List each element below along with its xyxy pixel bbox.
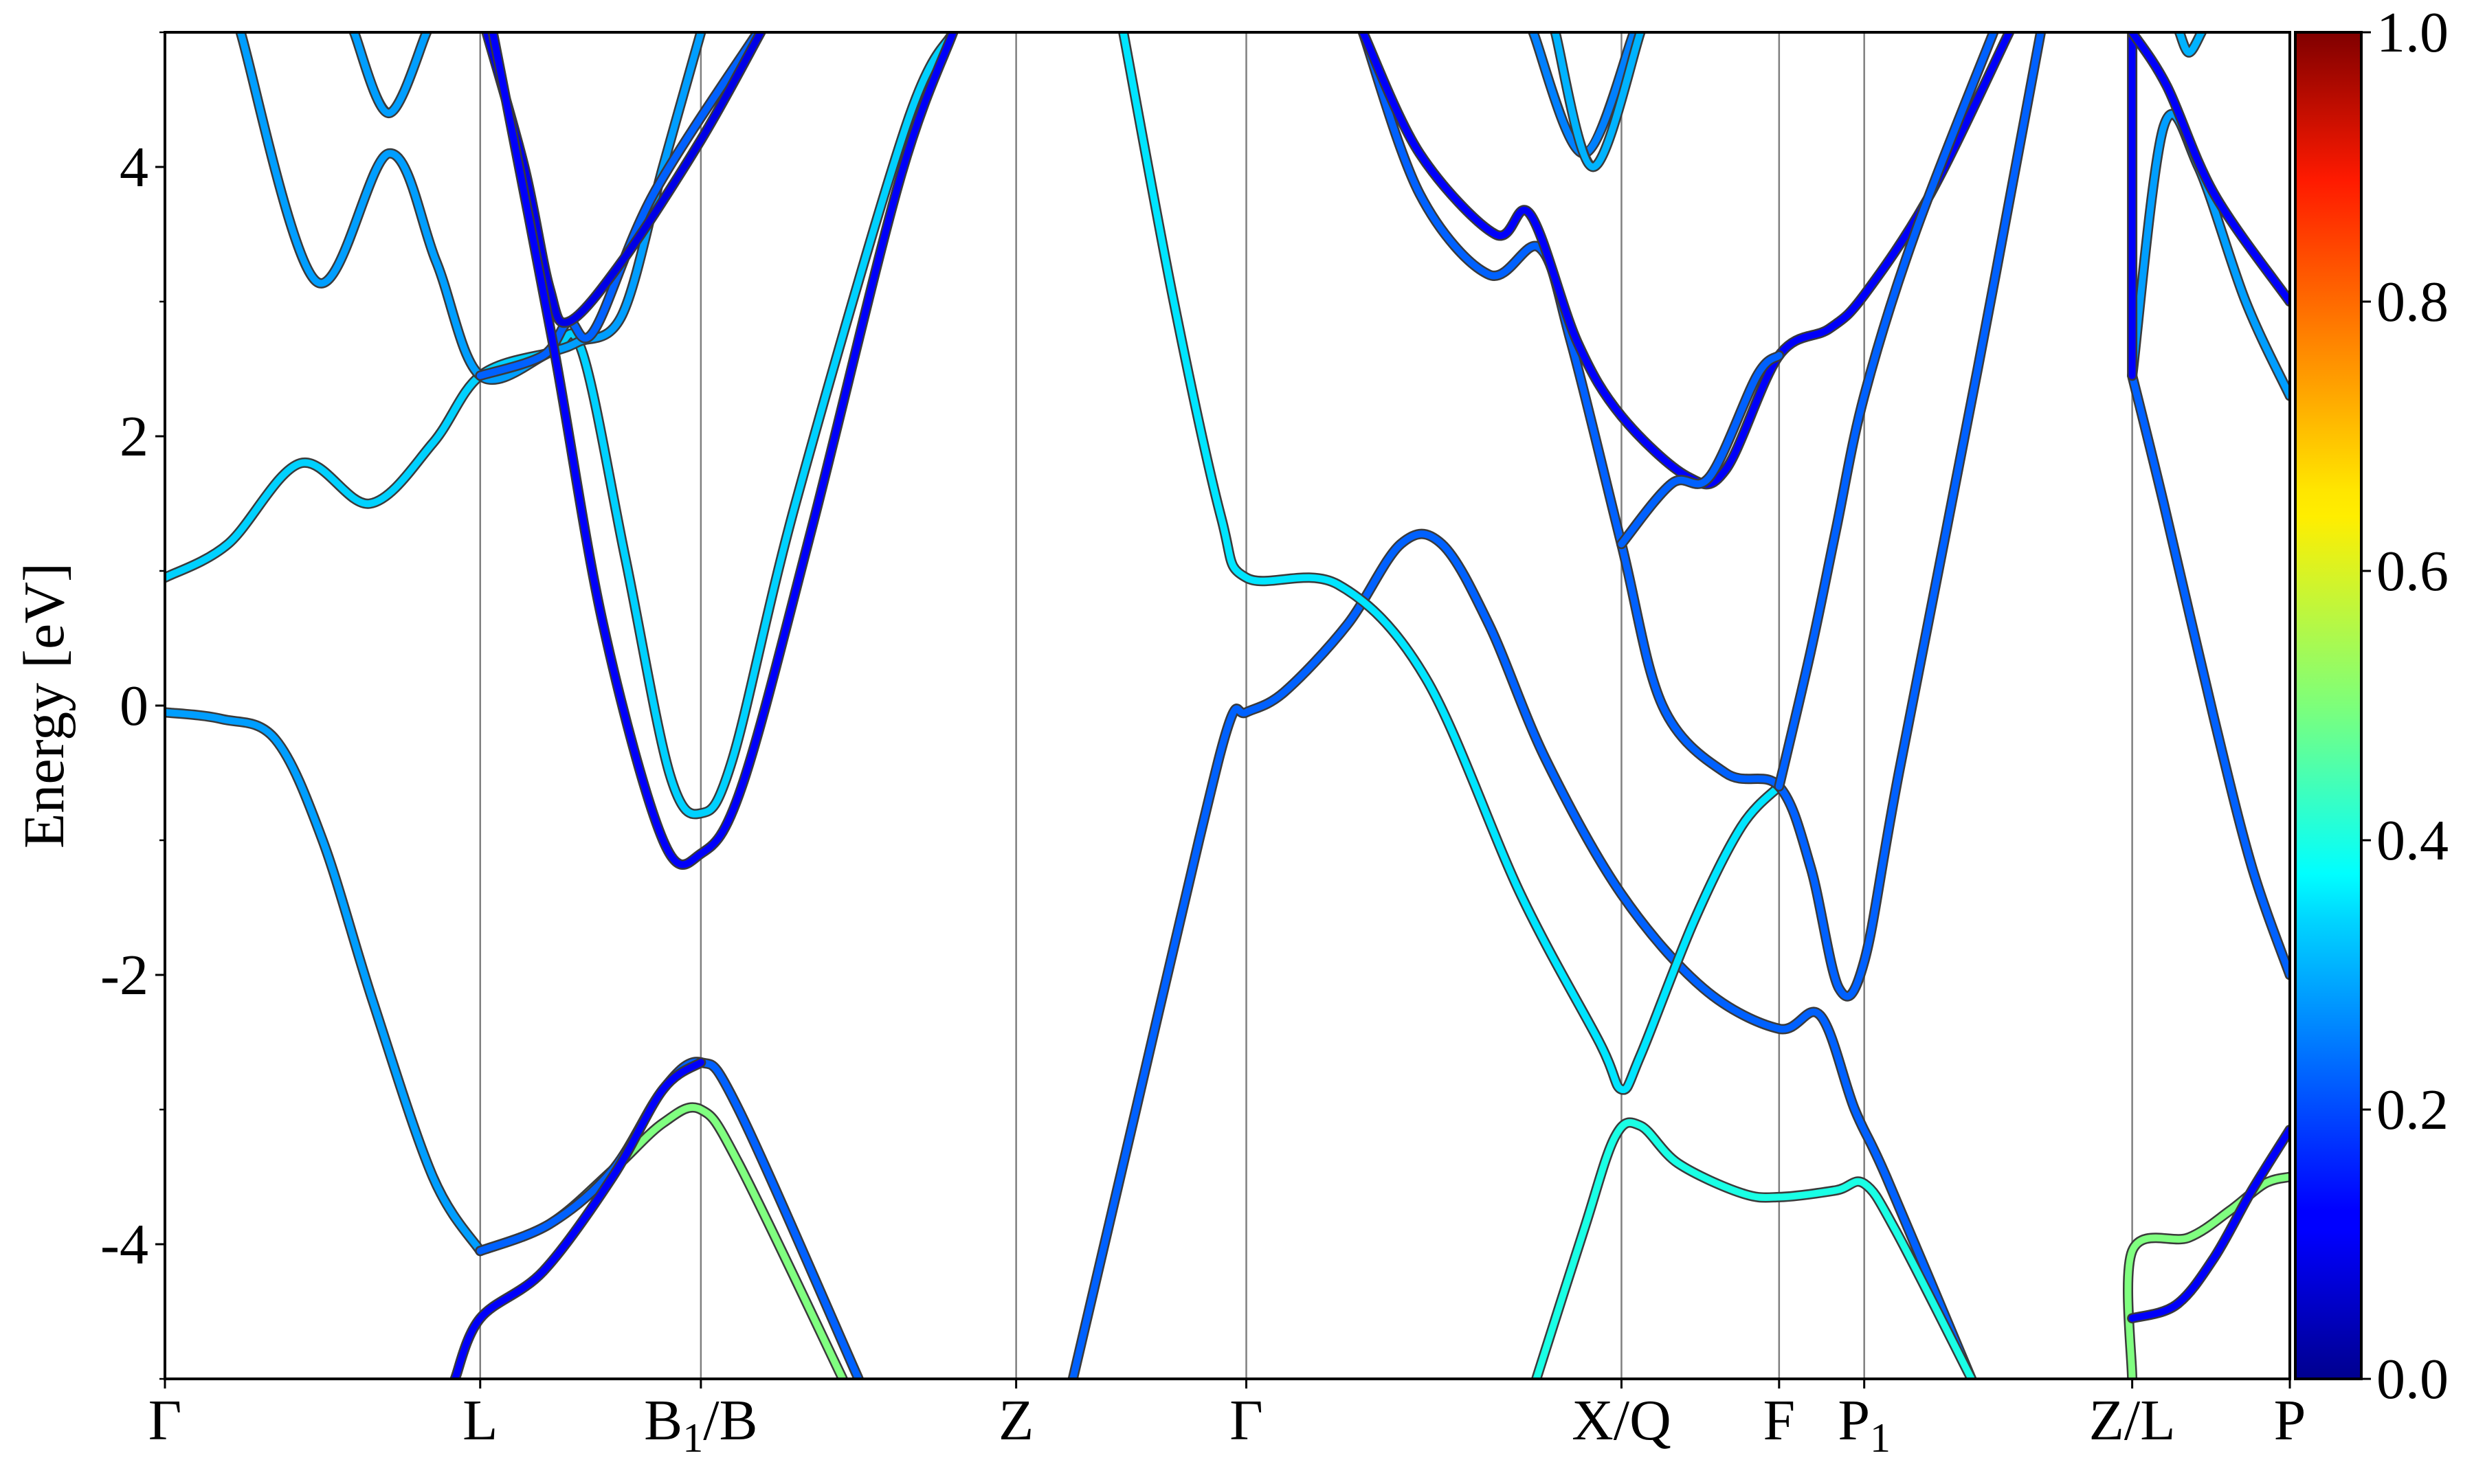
colorbar-tick-label: 1.0 [2376, 1, 2449, 65]
band-line [2128, 32, 2290, 305]
y-tick-label: 0 [120, 674, 148, 738]
band-line [350, 32, 430, 117]
band-line-outline [475, 1102, 848, 1379]
y-axis-title: Energy [eV] [12, 563, 76, 848]
band-line [1533, 1118, 1975, 1379]
band-line [482, 32, 764, 326]
band-line-outline [487, 32, 959, 870]
plot-frame [164, 31, 2291, 1380]
k-point-label: B1/B [644, 1389, 757, 1461]
y-tick-label: 4 [120, 135, 148, 199]
band-line [1069, 530, 1975, 1379]
band-line-outline [2123, 1171, 2290, 1379]
band-line-outline [1774, 32, 1999, 792]
band-line [489, 32, 957, 868]
k-point-label: Γ [1229, 1389, 1263, 1452]
k-point-label: Γ [148, 1389, 182, 1452]
k-point-label: Z/L [2089, 1389, 2176, 1452]
k-point-label: L [463, 1389, 498, 1452]
band-line-outline [1067, 528, 1977, 1379]
k-point-label: P1 [1838, 1389, 1891, 1461]
k-point-label: Z [999, 1389, 1034, 1452]
y-tick-label: -4 [100, 1213, 148, 1277]
band-line [1359, 32, 2044, 1000]
band-line-outline [449, 1057, 706, 1379]
band-line [452, 1059, 704, 1379]
band-line [1618, 352, 1783, 548]
high-symmetry-lines [479, 32, 2133, 1379]
band-line [476, 1103, 847, 1379]
band-line [476, 32, 761, 379]
k-point-label: F [1763, 1389, 1795, 1452]
band-line [237, 32, 704, 383]
x-axis: Γ L B1/B Z Γ X/Q F P1 Z/L P [148, 1379, 2306, 1461]
band-line [165, 32, 957, 818]
band-line [2176, 32, 2205, 56]
band-line [2128, 1126, 2290, 1322]
colorbar-axis: 0.0 0.2 0.4 0.6 0.8 1.0 [2361, 1, 2449, 1411]
k-point-label: P [2274, 1389, 2306, 1452]
band-line [476, 1058, 862, 1379]
y-tick-label: -2 [100, 943, 148, 1007]
colorbar [2294, 31, 2363, 1380]
band-line [165, 708, 484, 1255]
band-line [2124, 1173, 2290, 1379]
band-line [1359, 32, 2013, 488]
band-line [1552, 32, 1644, 170]
band-line-outline [235, 32, 706, 385]
k-point-label: X/Q [1572, 1389, 1671, 1452]
band-line [2128, 372, 2290, 978]
band-lines [165, 32, 2290, 1379]
colorbar-tick-label: 0.0 [2376, 1347, 2449, 1411]
colorbar-tick-label: 0.8 [2376, 270, 2449, 334]
band-line-outline [475, 1057, 864, 1379]
band-line [2128, 111, 2290, 400]
band-line [1775, 32, 1997, 790]
colorbar-tick-label: 0.6 [2376, 539, 2449, 603]
band-line [1119, 32, 1783, 1094]
colorbar-tick-label: 0.4 [2376, 809, 2449, 873]
y-axis: -4 -2 0 2 4 [100, 31, 165, 1380]
colorbar-tick-label: 0.2 [2376, 1078, 2449, 1142]
y-tick-label: 2 [120, 405, 148, 469]
